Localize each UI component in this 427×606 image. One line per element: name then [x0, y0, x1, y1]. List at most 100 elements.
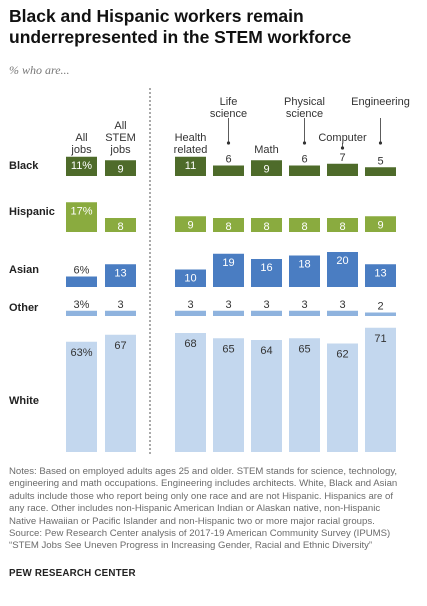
bar: [365, 312, 396, 316]
row-label: Hispanic: [9, 206, 55, 218]
notes-line: engineering and math occupations. Engine…: [9, 478, 398, 490]
notes-line: adults include those who report being on…: [9, 490, 393, 502]
data-label: 3: [117, 299, 123, 311]
data-label: 9: [117, 163, 123, 175]
bar: [289, 255, 320, 287]
bar: [327, 343, 358, 452]
bar: [213, 218, 244, 232]
category-label: Math: [254, 144, 278, 156]
data-label: 11: [185, 160, 196, 172]
data-label: 18: [298, 259, 310, 271]
bar: [66, 310, 97, 316]
data-label: 7: [339, 152, 345, 164]
data-label: 20: [336, 255, 348, 267]
bar: [175, 156, 206, 176]
bar: [365, 167, 396, 176]
row-label: Asian: [9, 264, 39, 276]
notes: Notes: Based on employed adults ages 25 …: [9, 466, 421, 553]
data-label: 6: [301, 154, 307, 166]
category-label: science: [286, 108, 323, 120]
report-title-line: “STEM Jobs See Uneven Progress in Increa…: [9, 540, 373, 552]
category-label: All: [75, 132, 87, 144]
data-label: 10: [184, 273, 196, 285]
bar: [66, 341, 97, 452]
bar: [327, 310, 358, 316]
category-label: jobs: [70, 144, 92, 156]
data-label: 8: [117, 221, 123, 233]
data-label: 17%: [70, 205, 92, 217]
bar: [105, 264, 136, 287]
bar: [66, 202, 97, 232]
data-label: 65: [222, 343, 234, 355]
notes-line: any race. Other includes non-Hispanic Am…: [9, 503, 381, 515]
bar: [289, 310, 320, 316]
data-label: 71: [374, 333, 386, 345]
bar: [105, 160, 136, 176]
source-line: Source: Pew Research Center analysis of …: [9, 528, 391, 540]
data-label: 2: [377, 301, 383, 313]
bar: [213, 310, 244, 316]
bar: [289, 338, 320, 452]
bar: [365, 264, 396, 287]
data-label: 3: [225, 299, 231, 311]
brand-label: PEW RESEARCH CENTER: [9, 568, 136, 579]
data-label: 3: [263, 299, 269, 311]
row-label: White: [9, 395, 39, 407]
category-label: STEM: [105, 132, 136, 144]
category-label: Engineering: [351, 96, 410, 108]
data-label: 65: [298, 343, 310, 355]
bar: [327, 218, 358, 232]
category-label: All: [114, 120, 126, 132]
data-label: 5: [377, 155, 383, 167]
bar: [365, 327, 396, 452]
category-label: Life: [220, 96, 238, 108]
category-label: related: [174, 144, 208, 156]
data-label: 8: [225, 221, 231, 233]
bar: [213, 253, 244, 287]
leader-dot: [340, 146, 345, 150]
leader-dot: [226, 141, 231, 145]
data-label: 62: [336, 349, 348, 361]
leader-dot: [302, 141, 307, 145]
data-label: 16: [260, 262, 272, 274]
category-label: Health: [175, 132, 207, 144]
category-label: science: [210, 108, 247, 120]
data-label: 3: [187, 299, 193, 311]
data-label: 9: [263, 163, 269, 175]
bar: [251, 310, 282, 316]
bar: [251, 340, 282, 452]
chart-area: AlljobsAllSTEMjobsHealthrelatedLifescien…: [9, 88, 410, 456]
chart-subtitle: % who are...: [9, 63, 70, 77]
leader-dot: [378, 141, 383, 145]
data-label: 9: [377, 219, 383, 231]
category-label: Computer: [318, 132, 367, 144]
data-label: 6%: [74, 265, 90, 277]
bar: [175, 310, 206, 316]
data-label: 8: [263, 221, 269, 233]
bar: [289, 218, 320, 232]
row-label: Other: [9, 302, 39, 314]
bar: [105, 218, 136, 232]
bar: [327, 163, 358, 176]
bar: [66, 156, 97, 176]
data-label: 9: [187, 219, 193, 231]
notes-line: Native Hawaiian or Pacific Islander and …: [9, 515, 375, 527]
bar: [66, 276, 97, 287]
data-label: 13: [114, 267, 126, 279]
category-label: Physical: [284, 96, 325, 108]
bar: [175, 216, 206, 232]
data-label: 8: [339, 221, 345, 233]
bar: [175, 333, 206, 452]
bar: [175, 269, 206, 287]
bar: [105, 310, 136, 316]
bar: [251, 160, 282, 176]
data-label: 3: [301, 299, 307, 311]
bar: [289, 165, 320, 176]
bar: [105, 334, 136, 452]
bar: [213, 338, 244, 452]
bar: [327, 252, 358, 287]
data-label: 3%: [74, 299, 90, 311]
data-label: 64: [260, 345, 272, 357]
row-label: Black: [9, 160, 39, 172]
data-label: 3: [339, 299, 345, 311]
